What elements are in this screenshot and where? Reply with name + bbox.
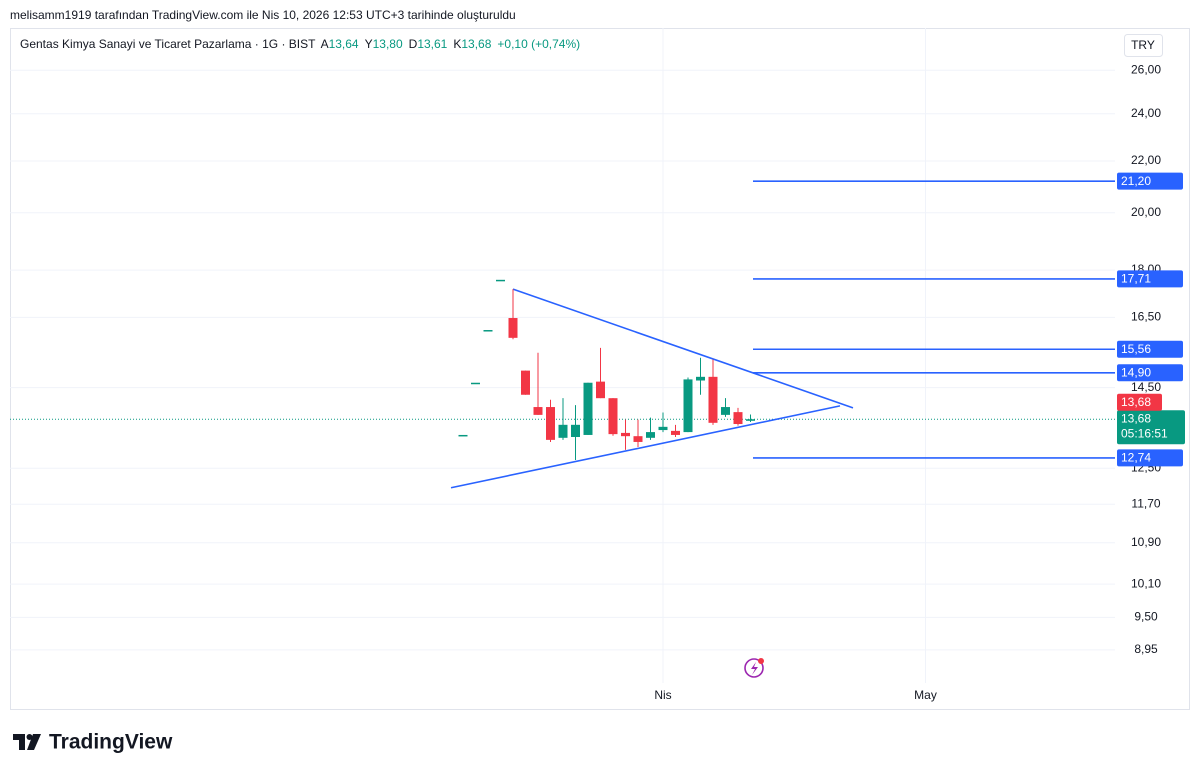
- y-tick-label: 10,10: [1131, 576, 1161, 590]
- y-tick-label: 22,00: [1131, 153, 1161, 167]
- candle-body: [558, 424, 568, 438]
- trendline: [512, 288, 854, 409]
- candle-body: [583, 382, 593, 435]
- countdown: 05:16:51: [1121, 426, 1168, 440]
- legend-value: 13,68: [461, 37, 491, 51]
- last-price-box: [1117, 410, 1185, 445]
- candle-body: [458, 434, 468, 437]
- brand: TradingView: [49, 731, 173, 754]
- candle-body: [596, 381, 605, 399]
- last-price-label: 13,68: [1121, 411, 1151, 425]
- legend-key: A: [321, 37, 329, 51]
- legend-key: Y: [365, 37, 373, 51]
- level-label-box: [1117, 172, 1183, 190]
- candle-body: [646, 432, 655, 438]
- header: melisamm1919 tarafından TradingView.com …: [10, 8, 516, 22]
- level-label-box: [1117, 449, 1183, 467]
- legend-value: 13,80: [373, 37, 403, 51]
- candle-body: [696, 376, 705, 381]
- logo-part: [13, 734, 25, 750]
- y-tick-label: 9,50: [1134, 610, 1158, 624]
- candle-body: [708, 376, 718, 423]
- level-label: 21,20: [1121, 174, 1151, 188]
- candle-body: [496, 279, 505, 282]
- logo-part: [26, 734, 33, 740]
- currency-box[interactable]: [1124, 34, 1163, 57]
- y-tick-label: 14,50: [1131, 380, 1161, 394]
- y-tick-label: 24,00: [1131, 106, 1161, 120]
- level-label: 14,90: [1121, 365, 1151, 379]
- candle-body: [533, 407, 543, 415]
- candle-body: [521, 370, 530, 395]
- candle-body: [671, 430, 680, 435]
- currency: TRY: [1131, 38, 1155, 52]
- level-label-box: [1117, 364, 1183, 382]
- level-label-box: [1117, 270, 1183, 288]
- icon-bolt: [751, 662, 758, 675]
- legend-value: 13,64: [329, 37, 359, 51]
- level-label: 15,56: [1121, 342, 1151, 356]
- trendline: [450, 405, 841, 489]
- icon-dot: [758, 658, 764, 664]
- logo-part: [27, 734, 41, 750]
- candle-body: [633, 436, 643, 442]
- y-tick-label: 16,50: [1131, 310, 1161, 324]
- candle-body: [571, 424, 580, 437]
- y-tick-label: 26,00: [1131, 62, 1161, 76]
- level-label: 12,74: [1121, 451, 1151, 465]
- legend-key: K: [453, 37, 461, 51]
- y-tick-label: 10,90: [1131, 535, 1161, 549]
- x-tick-label: May: [914, 688, 937, 702]
- candle-body: [471, 382, 480, 385]
- legend-value: 13,61: [417, 37, 447, 51]
- x-tick-label: Nis: [654, 688, 671, 702]
- candle-body: [721, 407, 730, 415]
- legend: Gentas Kimya Sanayi ve Ticaret Pazarlama…: [20, 37, 580, 51]
- candle-body: [608, 398, 618, 435]
- candle-body: [546, 407, 555, 440]
- candle-body: [483, 330, 493, 332]
- y-tick-label: 11,70: [1131, 496, 1160, 510]
- price-marker-box: [1117, 393, 1162, 411]
- candle-body: [508, 318, 518, 338]
- candle-body: [746, 419, 755, 421]
- price-marker-label: 13,68: [1121, 395, 1151, 409]
- level-label-box: [1117, 340, 1183, 358]
- legend-change: +0,10 (+0,74%): [497, 37, 580, 51]
- candle-body: [733, 412, 743, 425]
- legend-key: D: [409, 37, 418, 51]
- y-tick-label: 8,95: [1134, 642, 1158, 656]
- legend-name: Gentas Kimya Sanayi ve Ticaret Pazarlama…: [20, 37, 316, 51]
- lightning-icon[interactable]: [744, 658, 764, 678]
- brand-logo: [13, 734, 41, 750]
- candle-body: [621, 432, 630, 437]
- level-label: 17,71: [1121, 272, 1151, 286]
- icon-ring: [744, 658, 764, 678]
- y-tick-label: 20,00: [1131, 205, 1161, 219]
- chart-frame: [10, 28, 1190, 710]
- candle-body: [658, 426, 668, 431]
- candle-body: [683, 379, 693, 433]
